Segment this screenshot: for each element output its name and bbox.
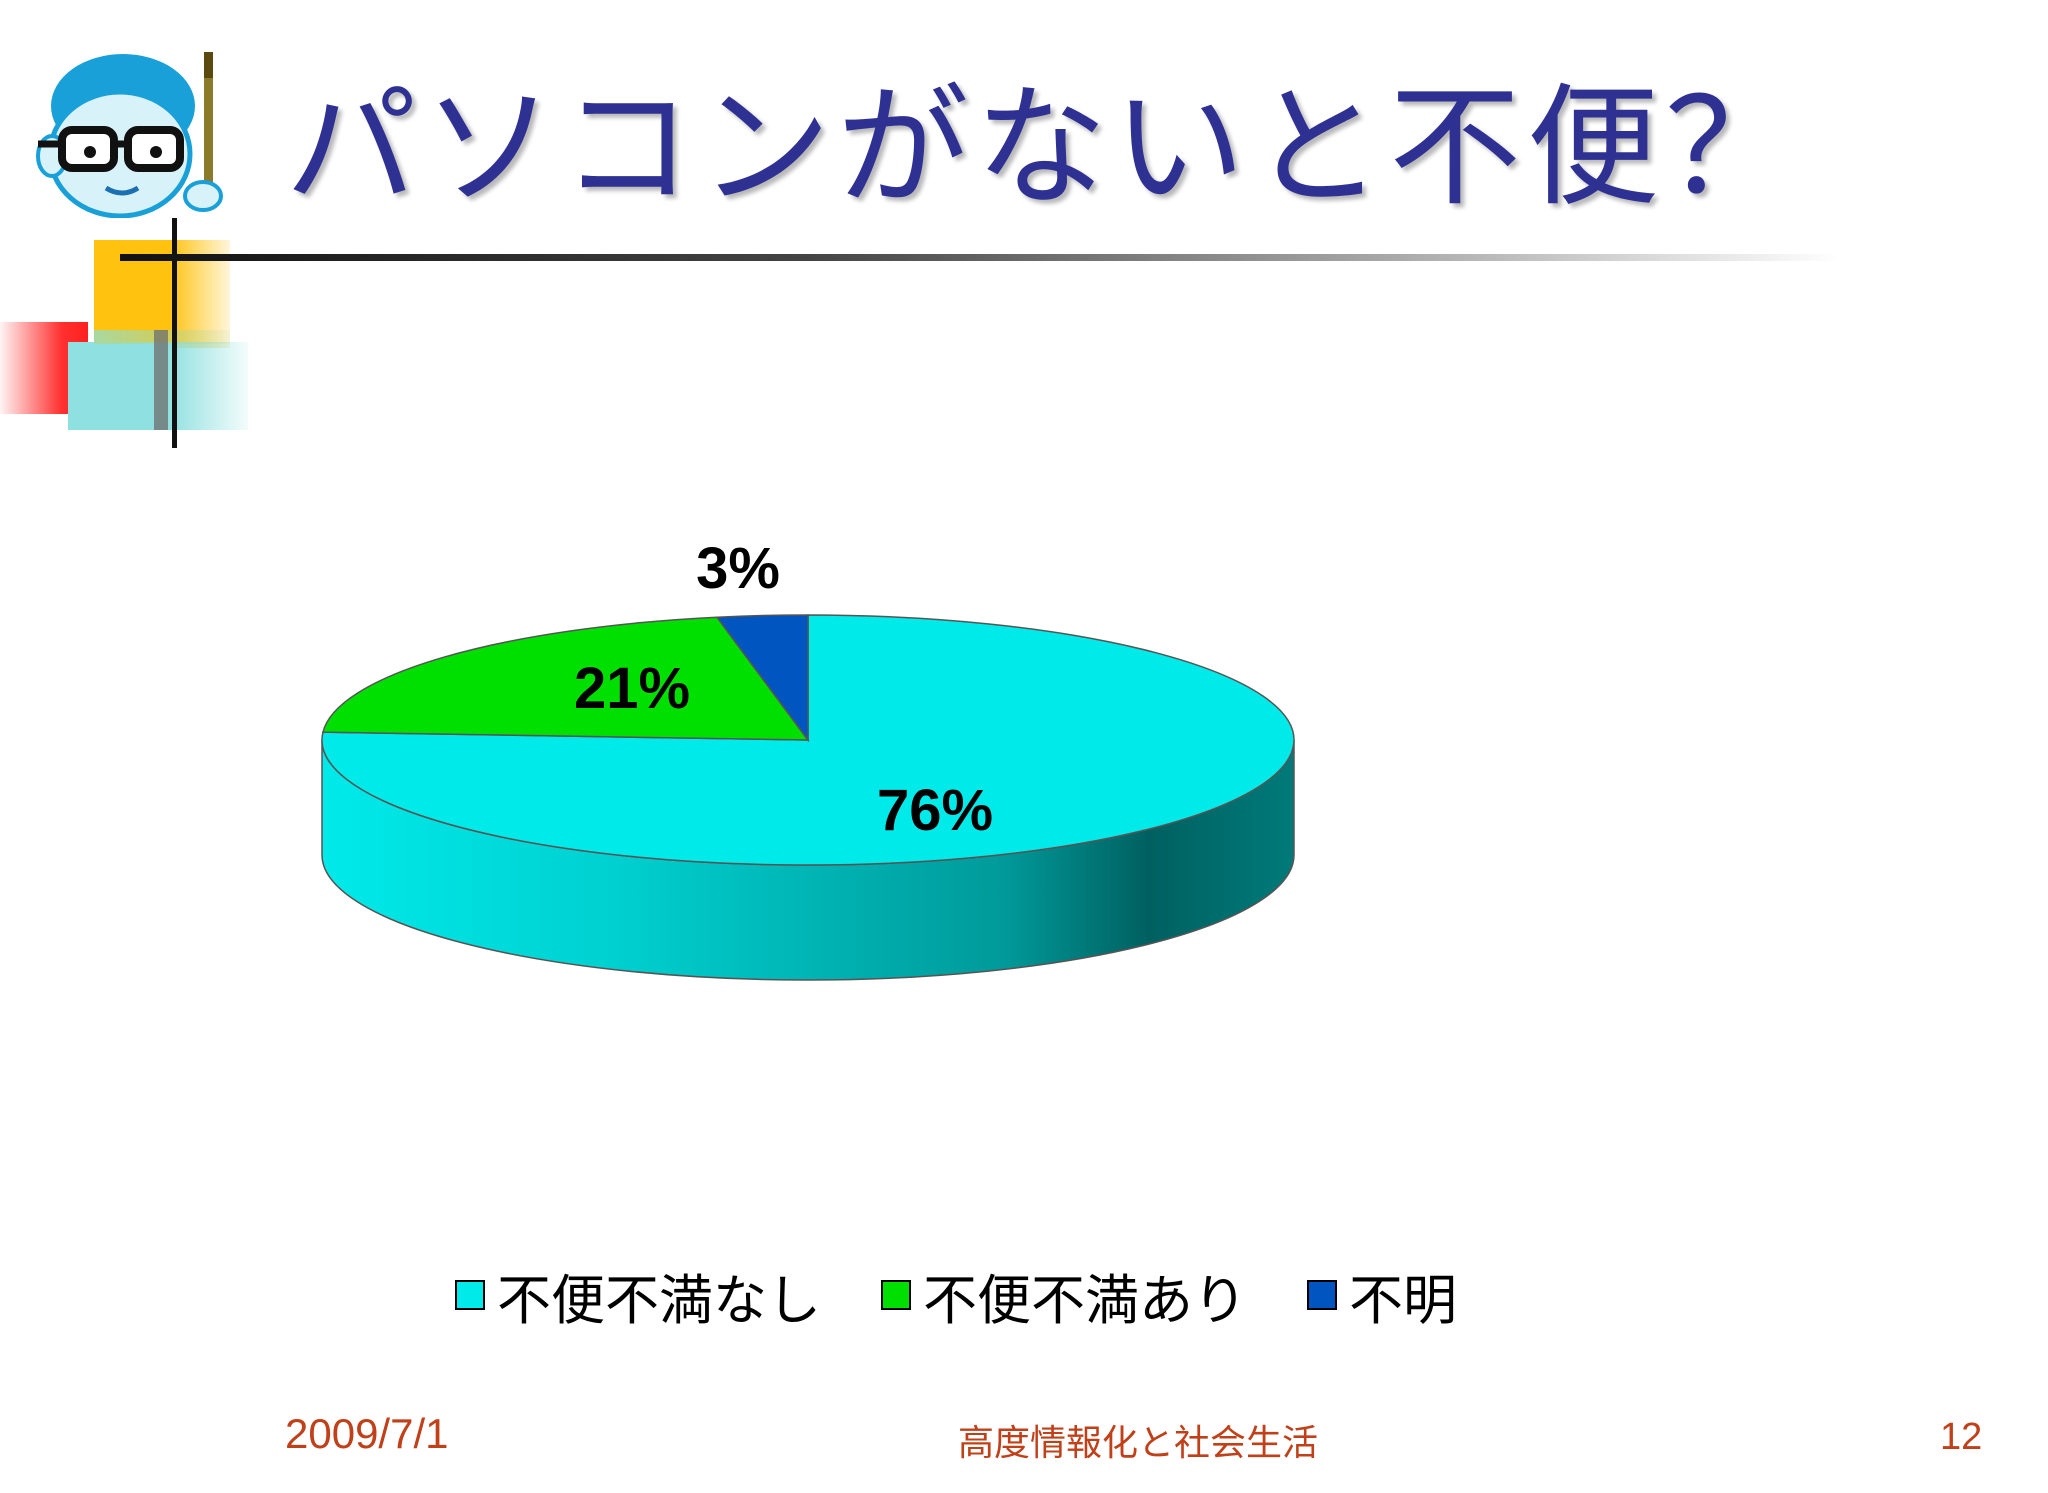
teacher-mascot-icon [36,52,223,218]
pie-label-inconvenience: 21% [574,656,690,721]
pie-slice-inconvenience [322,616,810,741]
pie-slice-unknown [715,614,809,743]
chart-legend: 不便不満なし 不便不満あり 不明 [455,1255,1517,1335]
legend-swatch-no-inconvenience [455,1280,485,1310]
pie-label-unknown: 3% [696,536,780,601]
legend-item-unknown: 不明 [1307,1256,1457,1335]
title-underline [120,254,1840,261]
legend-item-no-inconvenience: 不便不満なし [455,1256,821,1335]
legend-swatch-unknown [1307,1280,1337,1310]
legend-label-no-inconvenience: 不便不満なし [497,1268,821,1332]
footer-date: 2009/7/1 [285,1410,449,1457]
slide-title: パソコンがないと不便？ [285,71,1803,225]
legend-item-inconvenience: 不便不満あり [881,1256,1247,1335]
footer-course-title: 高度情報化と社会生活 [958,1423,1319,1464]
legend-label-unknown: 不明 [1349,1268,1457,1332]
decorative-vertical-line [172,218,177,448]
pie-label-no-inconvenience: 76% [877,778,993,843]
decorative-grey-strip [154,330,168,430]
legend-swatch-inconvenience [881,1280,911,1310]
footer-page-number: 12 [1940,1416,1983,1458]
legend-label-inconvenience: 不便不満あり [923,1268,1247,1332]
